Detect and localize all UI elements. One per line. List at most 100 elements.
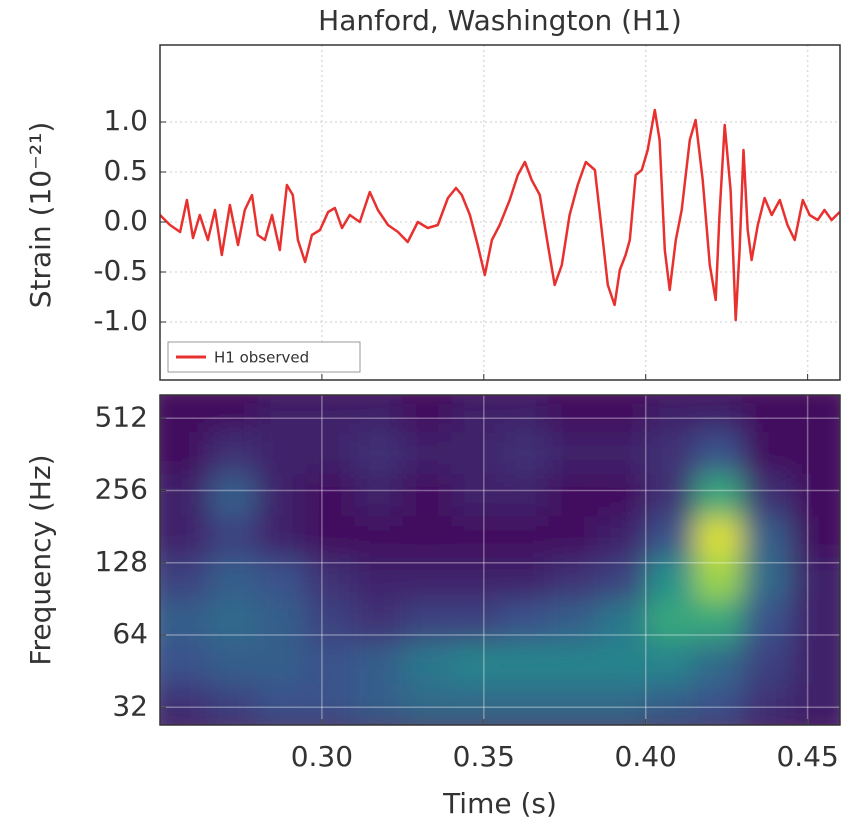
y-axis-label: Frequency (Hz) bbox=[24, 454, 57, 665]
x-tick-label: 0.45 bbox=[776, 740, 838, 773]
heat-cell bbox=[208, 557, 258, 600]
heat-cell bbox=[500, 431, 549, 474]
heat-cell bbox=[791, 516, 840, 558]
heat-cell bbox=[354, 395, 403, 432]
heat-cell bbox=[548, 684, 598, 725]
heat-cell bbox=[791, 395, 840, 432]
heat-cell bbox=[791, 684, 840, 725]
y-tick-label: -1.0 bbox=[93, 304, 148, 337]
heat-cell bbox=[645, 516, 695, 558]
heat-cell bbox=[791, 431, 840, 474]
heat-cell bbox=[791, 557, 840, 600]
heat-cell bbox=[208, 516, 258, 558]
y-tick-label: 256 bbox=[95, 473, 148, 506]
heat-cell bbox=[402, 684, 452, 725]
heat-cell bbox=[451, 599, 500, 642]
heat-cell bbox=[742, 641, 792, 685]
heat-cell bbox=[597, 516, 646, 558]
heat-cell bbox=[305, 557, 355, 600]
heat-cell bbox=[402, 395, 452, 432]
heat-cell bbox=[451, 395, 500, 432]
heat-cell bbox=[645, 431, 695, 474]
heat-cell bbox=[208, 431, 258, 474]
heat-cell bbox=[597, 431, 646, 474]
spectrogram bbox=[160, 395, 840, 725]
y-tick-label: 512 bbox=[95, 400, 148, 433]
heat-cell bbox=[257, 431, 306, 474]
heat-cell bbox=[597, 557, 646, 600]
heat-cell bbox=[597, 641, 646, 685]
heat-cell bbox=[500, 684, 549, 725]
heat-cell bbox=[451, 431, 500, 474]
plot-area bbox=[160, 395, 840, 725]
heat-cell bbox=[402, 431, 452, 474]
heat-cell bbox=[451, 473, 500, 517]
heat-cell bbox=[354, 557, 403, 600]
heat-cell bbox=[451, 641, 500, 685]
heat-cell bbox=[742, 395, 792, 432]
heat-cell bbox=[548, 431, 598, 474]
heat-cell bbox=[208, 599, 258, 642]
heat-cell bbox=[160, 599, 209, 642]
heat-cell bbox=[354, 684, 403, 725]
heat-cell bbox=[451, 516, 500, 558]
heat-cell bbox=[257, 516, 306, 558]
heat-cell bbox=[548, 516, 598, 558]
heat-cell bbox=[402, 557, 452, 600]
x-tick-label: 0.30 bbox=[291, 740, 353, 773]
heat-cell bbox=[354, 641, 403, 685]
heat-cell bbox=[500, 473, 549, 517]
heat-cell bbox=[208, 473, 258, 517]
heat-cell bbox=[548, 599, 598, 642]
heat-cell bbox=[742, 431, 792, 474]
heat-cell bbox=[597, 599, 646, 642]
heat-cell bbox=[597, 684, 646, 725]
heat-cell bbox=[791, 599, 840, 642]
heat-cell bbox=[742, 473, 792, 517]
heat-cell bbox=[402, 641, 452, 685]
x-tick-label: 0.40 bbox=[615, 740, 677, 773]
heat-cell bbox=[500, 557, 549, 600]
heat-cell bbox=[548, 557, 598, 600]
heat-cell bbox=[645, 557, 695, 600]
heat-cell bbox=[645, 641, 695, 685]
plot-frame bbox=[159, 44, 841, 381]
heat-cell bbox=[645, 395, 695, 432]
heat-cell bbox=[694, 684, 743, 725]
heat-cell bbox=[160, 395, 209, 432]
y-tick-label: 0.5 bbox=[103, 154, 148, 187]
heat-cell bbox=[208, 641, 258, 685]
y-tick-label: 1.0 bbox=[103, 104, 148, 137]
chart-title: Hanford, Washington (H1) bbox=[318, 4, 682, 37]
heat-cell bbox=[257, 641, 306, 685]
heat-cell bbox=[354, 473, 403, 517]
heat-cell bbox=[402, 473, 452, 517]
heat-cell bbox=[742, 516, 792, 558]
heat-cell bbox=[500, 641, 549, 685]
heat-cell bbox=[500, 599, 549, 642]
heat-cell bbox=[354, 431, 403, 474]
heat-cell bbox=[208, 684, 258, 725]
heat-cell bbox=[451, 684, 500, 725]
y-tick-label: 32 bbox=[112, 689, 148, 722]
heat-cell bbox=[791, 473, 840, 517]
heat-cell bbox=[160, 516, 209, 558]
plot-area bbox=[160, 45, 840, 380]
heat-cell bbox=[305, 395, 355, 432]
y-axis-label: Strain (10⁻²¹) bbox=[24, 122, 57, 309]
heat-cell bbox=[160, 641, 209, 685]
heat-cell bbox=[257, 557, 306, 600]
heat-cell bbox=[742, 684, 792, 725]
heat-cell bbox=[257, 395, 306, 432]
heat-cell bbox=[305, 599, 355, 642]
heat-cell bbox=[645, 599, 695, 642]
heat-cell bbox=[160, 684, 209, 725]
heat-cell bbox=[694, 473, 743, 517]
heat-cell bbox=[742, 599, 792, 642]
plot-frame bbox=[159, 394, 841, 726]
heat-cell bbox=[694, 641, 743, 685]
heat-cell bbox=[694, 516, 743, 558]
heat-cell bbox=[694, 557, 743, 600]
heat-cell bbox=[742, 557, 792, 600]
